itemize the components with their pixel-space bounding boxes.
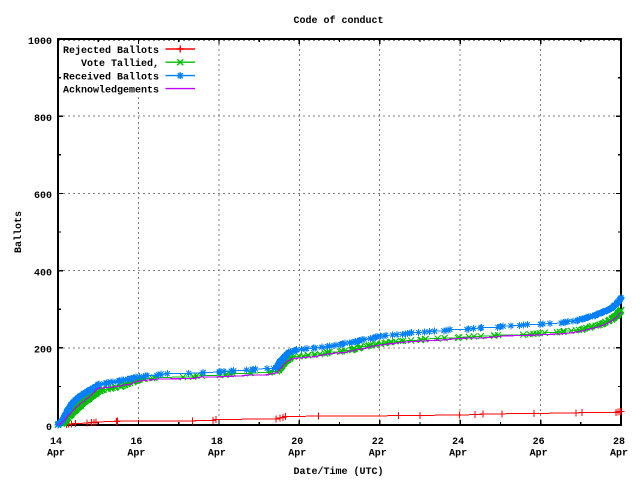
svg-text:24: 24 <box>452 437 464 448</box>
svg-text:Apr: Apr <box>610 449 628 460</box>
svg-text:0: 0 <box>46 423 52 434</box>
svg-text:26: 26 <box>533 437 545 448</box>
svg-text:Apr: Apr <box>449 449 467 460</box>
svg-text:800: 800 <box>34 114 52 125</box>
svg-text:Apr: Apr <box>127 449 145 460</box>
svg-text:200: 200 <box>34 346 52 357</box>
svg-text:1000: 1000 <box>28 37 52 48</box>
svg-text:Apr: Apr <box>208 449 226 460</box>
svg-text:Apr: Apr <box>369 449 387 460</box>
svg-text:28: 28 <box>613 437 625 448</box>
svg-text:Acknowledgements: Acknowledgements <box>63 84 159 96</box>
svg-text:22: 22 <box>372 437 384 448</box>
svg-text:18: 18 <box>211 437 223 448</box>
svg-text:Apr: Apr <box>288 449 306 460</box>
svg-text:400: 400 <box>34 268 52 279</box>
svg-text:Code of conduct: Code of conduct <box>293 15 383 27</box>
svg-text:600: 600 <box>34 191 52 202</box>
svg-text:Apr: Apr <box>530 449 548 460</box>
svg-text:Received Ballots: Received Ballots <box>63 71 159 83</box>
svg-text:Vote Tallied,: Vote Tallied, <box>81 58 159 70</box>
svg-text:Apr: Apr <box>47 449 65 460</box>
svg-text:Rejected Ballots: Rejected Ballots <box>63 45 159 57</box>
svg-text:Ballots: Ballots <box>13 211 25 253</box>
svg-text:16: 16 <box>130 437 142 448</box>
svg-text:20: 20 <box>291 437 303 448</box>
svg-text:Date/Time (UTC): Date/Time (UTC) <box>293 466 383 478</box>
svg-text:14: 14 <box>50 437 62 448</box>
